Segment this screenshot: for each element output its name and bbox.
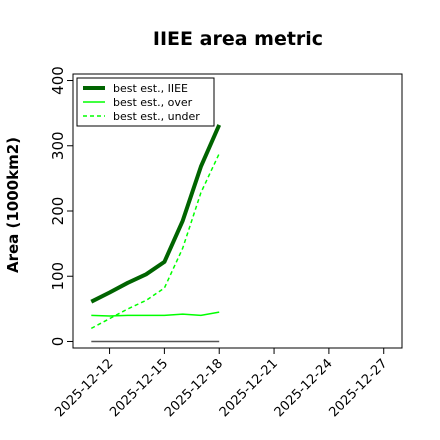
y-tick-label: 0 — [49, 337, 67, 347]
x-tick-label: 2025-12-21 — [217, 356, 281, 420]
x-tick-label: 2025-12-24 — [272, 356, 336, 420]
data-point — [219, 153, 220, 154]
y-axis-label: Area (1000km2) — [4, 137, 22, 273]
x-tick-label: 2025-12-15 — [107, 356, 171, 420]
data-point — [182, 341, 183, 342]
y-tick-label: 100 — [49, 262, 67, 291]
data-point — [200, 166, 201, 167]
data-point — [109, 318, 110, 319]
data-point — [200, 192, 201, 193]
y-tick-label: 300 — [49, 131, 67, 160]
x-tick-label: 2025-12-12 — [52, 356, 116, 420]
data-point — [91, 301, 92, 302]
data-point — [182, 248, 183, 249]
legend-label: best est., under — [113, 110, 200, 123]
data-point — [109, 341, 110, 342]
data-point — [146, 341, 147, 342]
y-axis: 0 100 200 300 400 — [49, 66, 73, 346]
series-line — [90, 153, 220, 330]
data-point — [164, 288, 165, 289]
data-point — [109, 292, 110, 293]
series-group — [90, 124, 222, 343]
x-tick-label: 2025-12-18 — [162, 356, 226, 420]
data-point — [219, 341, 220, 342]
chart-title: IIEE area metric — [153, 28, 323, 50]
legend-label: best est., over — [113, 96, 193, 109]
data-point — [91, 328, 92, 329]
data-point — [146, 315, 147, 316]
data-point — [200, 341, 201, 342]
data-point — [219, 312, 220, 313]
data-point — [164, 341, 165, 342]
data-point — [146, 274, 147, 275]
data-point — [127, 282, 128, 283]
series-line — [91, 311, 220, 317]
data-point — [200, 315, 201, 316]
data-point — [91, 341, 92, 342]
data-point — [219, 124, 220, 125]
data-point — [91, 315, 92, 316]
x-tick-label: 2025-12-27 — [327, 356, 391, 420]
data-point — [146, 300, 147, 301]
data-point — [127, 341, 128, 342]
y-tick-label: 400 — [49, 66, 67, 95]
data-point — [164, 315, 165, 316]
data-point — [127, 308, 128, 309]
y-tick-label: 200 — [49, 197, 67, 226]
data-point — [182, 314, 183, 315]
series-line — [90, 124, 222, 304]
x-axis: 2025-12-122025-12-152025-12-182025-12-21… — [52, 348, 391, 420]
data-point — [182, 220, 183, 221]
data-point — [127, 315, 128, 316]
data-point — [109, 316, 110, 317]
legend-label: best est., IIEE — [113, 82, 188, 95]
data-point — [164, 261, 165, 262]
